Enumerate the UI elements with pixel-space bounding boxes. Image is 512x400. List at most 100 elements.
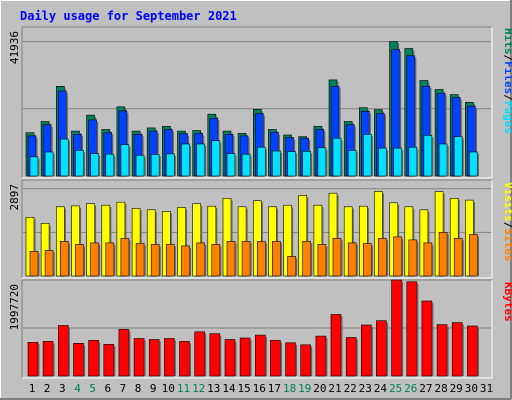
legend-files: Files bbox=[502, 61, 512, 94]
legend-side-labels: Hits/Files/Pages Visits/Sites KBytes bbox=[502, 28, 512, 322]
bar-sites-day-4 bbox=[75, 244, 84, 277]
bar-kbytes-day-27 bbox=[421, 300, 433, 377]
legend-hits: Hits bbox=[502, 28, 512, 55]
x-tick-label: 11 bbox=[177, 382, 190, 395]
bar-pages-day-17 bbox=[272, 150, 281, 177]
chart-title: Daily usage for September 2021 bbox=[20, 9, 237, 23]
legend-kbytes: KBytes bbox=[502, 282, 512, 322]
bar-kbytes-day-19 bbox=[300, 344, 312, 377]
panel-kbytes: 1997720 bbox=[8, 279, 493, 379]
legend-visits: Visits bbox=[502, 182, 512, 222]
bar-pages-day-6 bbox=[105, 153, 115, 177]
x-tick-label: 28 bbox=[434, 382, 447, 395]
x-tick-label: 6 bbox=[104, 382, 111, 395]
bar-kbytes-day-13 bbox=[209, 333, 221, 377]
x-tick-label: 10 bbox=[162, 382, 175, 395]
bar-sites-day-25 bbox=[393, 236, 402, 277]
x-tick-label: 20 bbox=[313, 382, 326, 395]
x-tick-label: 9 bbox=[150, 382, 157, 395]
bar-pages-day-12 bbox=[196, 143, 205, 177]
bar-pages-day-28 bbox=[438, 143, 448, 177]
x-tick-label: 1 bbox=[29, 382, 36, 395]
bar-pages-day-21 bbox=[332, 137, 342, 177]
bar-kbytes-day-15 bbox=[239, 337, 251, 377]
bar-kbytes-day-23 bbox=[360, 324, 372, 377]
bar-sites-day-30 bbox=[469, 234, 478, 277]
bar-kbytes-day-11 bbox=[179, 341, 190, 377]
bar-kbytes-day-4 bbox=[73, 342, 84, 377]
bar-sites-day-22 bbox=[347, 242, 357, 277]
x-tick-label: 19 bbox=[298, 382, 311, 395]
bar-pages-day-20 bbox=[317, 147, 327, 177]
bar-sites-day-6 bbox=[105, 242, 115, 277]
x-tick-label: 24 bbox=[374, 382, 388, 395]
x-tick-label: 22 bbox=[344, 382, 357, 395]
x-tick-label: 2 bbox=[44, 382, 51, 395]
x-tick-label: 15 bbox=[237, 382, 250, 395]
bar-pages-day-22 bbox=[347, 150, 357, 177]
bar-pages-day-3 bbox=[59, 138, 69, 177]
x-tick-label: 8 bbox=[135, 382, 142, 395]
bar-kbytes-day-17 bbox=[270, 340, 281, 377]
bar-kbytes-day-3 bbox=[57, 325, 69, 377]
panel-hits: 41936 bbox=[8, 26, 493, 179]
x-tick-label: 27 bbox=[419, 382, 432, 395]
bar-sites-day-10 bbox=[166, 244, 175, 277]
side-label-hits: Hits/Files/Pages bbox=[502, 28, 512, 134]
bar-pages-day-2 bbox=[44, 151, 54, 177]
bar-sites-day-12 bbox=[196, 242, 205, 277]
bar-pages-day-19 bbox=[302, 151, 312, 177]
bar-pages-day-13 bbox=[211, 140, 221, 177]
bar-sites-day-1 bbox=[29, 251, 39, 277]
bar-sites-day-14 bbox=[226, 241, 236, 277]
bar-kbytes-day-24 bbox=[376, 320, 387, 377]
bar-sites-day-7 bbox=[120, 238, 130, 277]
bar-sites-day-5 bbox=[90, 242, 99, 277]
bar-kbytes-day-14 bbox=[224, 339, 236, 377]
bar-kbytes-day-22 bbox=[345, 337, 357, 377]
bar-pages-day-8 bbox=[135, 154, 145, 177]
bar-pages-day-9 bbox=[150, 154, 160, 177]
bar-kbytes-day-2 bbox=[42, 341, 54, 377]
bar-sites-day-3 bbox=[59, 241, 69, 277]
bar-sites-day-27 bbox=[423, 242, 433, 277]
x-tick-label: 26 bbox=[404, 382, 417, 395]
x-tick-label: 13 bbox=[207, 382, 220, 395]
x-tick-label: 25 bbox=[389, 382, 402, 395]
x-tick-label: 30 bbox=[465, 382, 478, 395]
x-tick-label: 3 bbox=[59, 382, 66, 395]
bar-kbytes-day-18 bbox=[285, 342, 296, 377]
bar-pages-day-15 bbox=[241, 153, 251, 177]
bar-kbytes-day-29 bbox=[451, 322, 463, 377]
x-tick-label: 12 bbox=[192, 382, 205, 395]
bar-pages-day-11 bbox=[181, 143, 190, 177]
bar-sites-day-21 bbox=[332, 238, 342, 277]
side-label-kbytes: KBytes bbox=[502, 282, 512, 322]
bar-kbytes-day-16 bbox=[255, 334, 266, 377]
bar-sites-day-11 bbox=[181, 245, 190, 277]
y-max-label: 1997720 bbox=[8, 284, 21, 330]
bar-pages-day-1 bbox=[29, 156, 39, 177]
x-tick-label: 17 bbox=[268, 382, 281, 395]
bar-kbytes-day-5 bbox=[88, 340, 99, 377]
bar-kbytes-day-28 bbox=[436, 324, 448, 377]
bar-kbytes-day-8 bbox=[133, 338, 145, 377]
bar-sites-day-26 bbox=[408, 239, 418, 277]
chart-panels: 41936 2897 1997720 bbox=[8, 26, 493, 379]
bar-kbytes-day-26 bbox=[406, 281, 418, 377]
bar-kbytes-day-10 bbox=[164, 338, 175, 377]
bar-sites-day-13 bbox=[211, 244, 221, 277]
x-tick-label: 21 bbox=[328, 382, 341, 395]
x-tick-label: 23 bbox=[359, 382, 372, 395]
bar-pages-day-14 bbox=[226, 153, 236, 177]
bar-pages-day-18 bbox=[287, 151, 296, 177]
bar-sites-day-29 bbox=[453, 238, 463, 277]
side-label-visits: Visits/Sites bbox=[502, 182, 512, 262]
panel-visits: 2897 bbox=[8, 179, 493, 279]
bar-kbytes-day-6 bbox=[103, 343, 115, 377]
x-axis-tick-labels: 1 2 3 4 5 6 7 8 9 10 11 12 13 14 15 16 17 18 19 20 21 22 23 24 2… bbox=[29, 382, 493, 395]
bar-kbytes-day-9 bbox=[148, 339, 160, 377]
x-tick-label: 14 bbox=[222, 382, 236, 395]
bar-sites-day-8 bbox=[135, 243, 145, 277]
